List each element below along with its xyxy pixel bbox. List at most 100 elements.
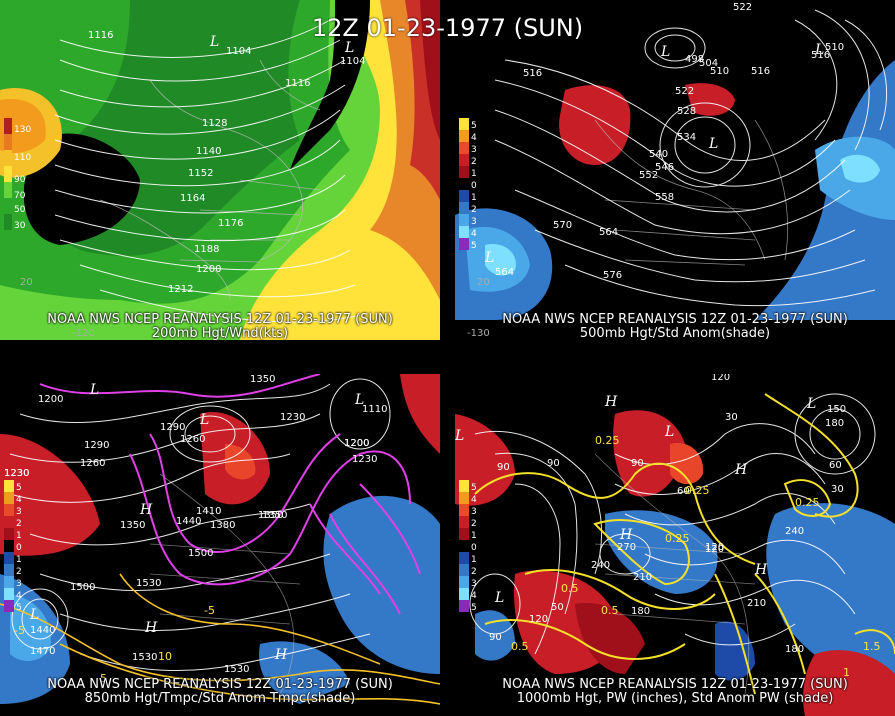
legend-label: 1 xyxy=(471,555,477,565)
contour-label: 240 xyxy=(785,526,804,537)
contour-label: 240 xyxy=(591,560,610,571)
legend-label: 3 xyxy=(471,217,477,227)
low-marker: L xyxy=(494,590,504,606)
contour-label: 1200 xyxy=(344,438,369,449)
contour-label: 1530 xyxy=(132,652,157,663)
panel-1000mb-height-pw: 120 30 180 150 60 30 90 60 120 90 270 24… xyxy=(455,374,895,716)
contour-label: 120 xyxy=(711,374,730,383)
contour-label: 510 xyxy=(825,42,844,53)
contour-label: 1350 xyxy=(258,510,283,521)
contour-label: 516 xyxy=(523,68,542,79)
caption-source: NOAA NWS NCEP REANALYSIS 12Z 01-23-1977 … xyxy=(502,677,848,692)
legend-label: 70 xyxy=(14,191,26,201)
contour-label: 1290 xyxy=(160,422,185,433)
height-labels: 120 30 180 150 60 30 90 60 120 90 270 24… xyxy=(489,374,846,655)
contour-label: 90 xyxy=(489,632,502,643)
panel-500mb-height-anomaly: 522 516 510 504 498 528 534 540 546 552 … xyxy=(455,0,895,340)
contour-label: 270 xyxy=(617,542,636,553)
contour-label: 516 xyxy=(811,50,830,61)
low-marker: L xyxy=(484,250,494,266)
contour-label: 1500 xyxy=(188,548,213,559)
panel-caption: NOAA NWS NCEP REANALYSIS 12Z 01-23-1977 … xyxy=(455,312,895,341)
anomaly-legend: 5 4 3 2 1 0 1 2 3 4 5 xyxy=(459,118,477,251)
low-marker: L xyxy=(209,34,219,50)
contour-label: 1164 xyxy=(180,193,205,204)
legend-label: 2 xyxy=(471,157,477,167)
contour-label: 1260 xyxy=(180,434,205,445)
contour-label: 1116 xyxy=(88,30,113,41)
legend-label: 4 xyxy=(471,495,477,505)
legend-label: 3 xyxy=(471,145,477,155)
legend-label: 3 xyxy=(471,579,477,589)
contour-label: 1200 xyxy=(38,394,63,405)
high-marker: H xyxy=(274,647,288,663)
legend-label: 1 xyxy=(471,169,477,179)
legend-label: 2 xyxy=(471,519,477,529)
contour-label: 1230 xyxy=(280,412,305,423)
contour-label: 510 xyxy=(710,66,729,77)
legend-label: 3 xyxy=(16,507,22,517)
high-marker: H xyxy=(734,462,748,478)
panel-200mb-height-wind: 1116 1104 1104 1116 1128 1140 1152 1164 … xyxy=(0,0,440,340)
pw-label: 0.5 xyxy=(511,640,529,653)
high-marker: H xyxy=(604,394,618,410)
caption-field: 200mb Hgt/Wnd(kts) xyxy=(151,326,289,341)
contour-label: 1440 xyxy=(30,625,55,636)
legend-label: 110 xyxy=(14,153,31,163)
high-marker: H xyxy=(754,562,768,578)
contour-label: 1230 xyxy=(352,454,377,465)
contour-label: 180 xyxy=(631,606,650,617)
wind-legend: 130 110 90 70 50 30 xyxy=(4,118,31,231)
contour-label: 1470 xyxy=(30,646,55,657)
contour-label: 1110 xyxy=(362,404,387,415)
legend-label: 1 xyxy=(471,193,477,203)
contour-label: 1104 xyxy=(226,46,251,57)
legend-label: 2 xyxy=(16,567,22,577)
legend-label: 5 xyxy=(471,121,477,131)
contour-label: 528 xyxy=(677,106,696,117)
contour-label: 1500 xyxy=(70,582,95,593)
pw-label: 0.25 xyxy=(595,434,620,447)
legend-label: 5 xyxy=(471,241,477,251)
map-500mb: 522 516 510 504 498 528 534 540 546 552 … xyxy=(455,0,895,340)
high-marker: H xyxy=(144,620,158,636)
legend-label: 4 xyxy=(471,591,477,601)
caption-source: NOAA NWS NCEP REANALYSIS 12Z 01-23-1977 … xyxy=(502,312,848,327)
contour-label: 30 xyxy=(831,484,844,495)
contour-label: 516 xyxy=(751,66,770,77)
contour-label: 504 xyxy=(699,58,718,69)
low-marker: L xyxy=(455,428,464,444)
panel-caption: NOAA NWS NCEP REANALYSIS 12Z 01-23-1977 … xyxy=(0,678,440,706)
pw-label: 0.25 xyxy=(795,496,820,509)
panel-caption: NOAA NWS NCEP REANALYSIS 12Z 01-23-1977 … xyxy=(0,313,440,341)
low-marker: L xyxy=(89,382,99,398)
contour-label: 1230 xyxy=(4,468,29,479)
contour-label: 30 xyxy=(725,412,738,423)
contour-label: 210 xyxy=(747,598,766,609)
legend-label: 2 xyxy=(16,519,22,529)
low-marker: L xyxy=(708,136,718,152)
contour-label: 534 xyxy=(677,132,696,143)
pw-label: 0.25 xyxy=(665,532,690,545)
high-marker: H xyxy=(619,527,633,543)
isotherm-label: -5 xyxy=(204,604,215,617)
contour-label: 576 xyxy=(603,270,622,281)
contour-label: 1188 xyxy=(194,244,219,255)
contour-label: 90 xyxy=(631,458,644,469)
contour-label: 1152 xyxy=(188,168,213,179)
axis-label: 20 xyxy=(477,277,490,288)
map-850mb: 1350 1200 1290 1260 1230 1290 1260 1230 … xyxy=(0,374,440,716)
contour-label: 120 xyxy=(529,614,548,625)
legend-label: 90 xyxy=(14,175,26,185)
low-marker: L xyxy=(664,424,674,440)
panel-850mb-height-temp: 1350 1200 1290 1260 1230 1290 1260 1230 … xyxy=(0,374,440,716)
low-marker: L xyxy=(814,42,824,58)
legend-label: 1 xyxy=(16,555,22,565)
contour-label: 1212 xyxy=(168,284,193,295)
low-marker: L xyxy=(354,392,364,408)
legend-label: 4 xyxy=(471,229,477,239)
contour-label: 180 xyxy=(785,644,804,655)
contour-label: 1530 xyxy=(136,578,161,589)
contour-label: 540 xyxy=(649,149,668,160)
contour-label: 564 xyxy=(495,267,514,278)
